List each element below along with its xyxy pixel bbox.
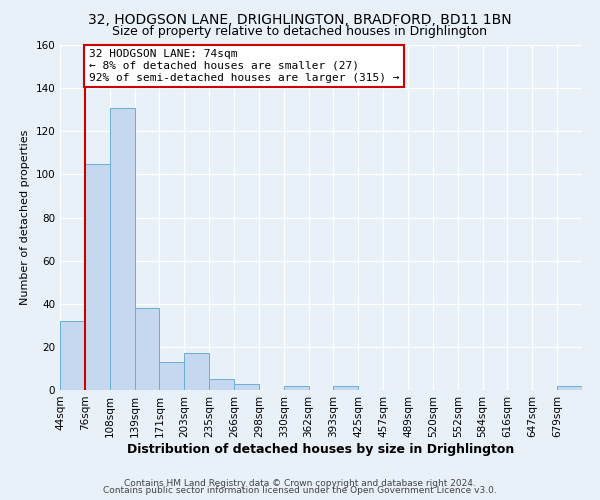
Bar <box>209 379 234 390</box>
Text: 32, HODGSON LANE, DRIGHLINGTON, BRADFORD, BD11 1BN: 32, HODGSON LANE, DRIGHLINGTON, BRADFORD… <box>88 12 512 26</box>
Text: Contains HM Land Registry data © Crown copyright and database right 2024.: Contains HM Land Registry data © Crown c… <box>124 478 476 488</box>
Y-axis label: Number of detached properties: Number of detached properties <box>20 130 30 305</box>
Bar <box>134 308 160 390</box>
Text: Size of property relative to detached houses in Drighlington: Size of property relative to detached ho… <box>113 25 487 38</box>
Bar <box>60 321 85 390</box>
Bar <box>110 108 134 390</box>
Bar <box>557 386 582 390</box>
Bar <box>334 386 358 390</box>
Bar <box>85 164 110 390</box>
Bar <box>284 386 308 390</box>
Text: 32 HODGSON LANE: 74sqm
← 8% of detached houses are smaller (27)
92% of semi-deta: 32 HODGSON LANE: 74sqm ← 8% of detached … <box>89 50 399 82</box>
X-axis label: Distribution of detached houses by size in Drighlington: Distribution of detached houses by size … <box>127 442 515 456</box>
Bar <box>234 384 259 390</box>
Text: Contains public sector information licensed under the Open Government Licence v3: Contains public sector information licen… <box>103 486 497 495</box>
Bar <box>184 354 209 390</box>
Bar <box>160 362 184 390</box>
